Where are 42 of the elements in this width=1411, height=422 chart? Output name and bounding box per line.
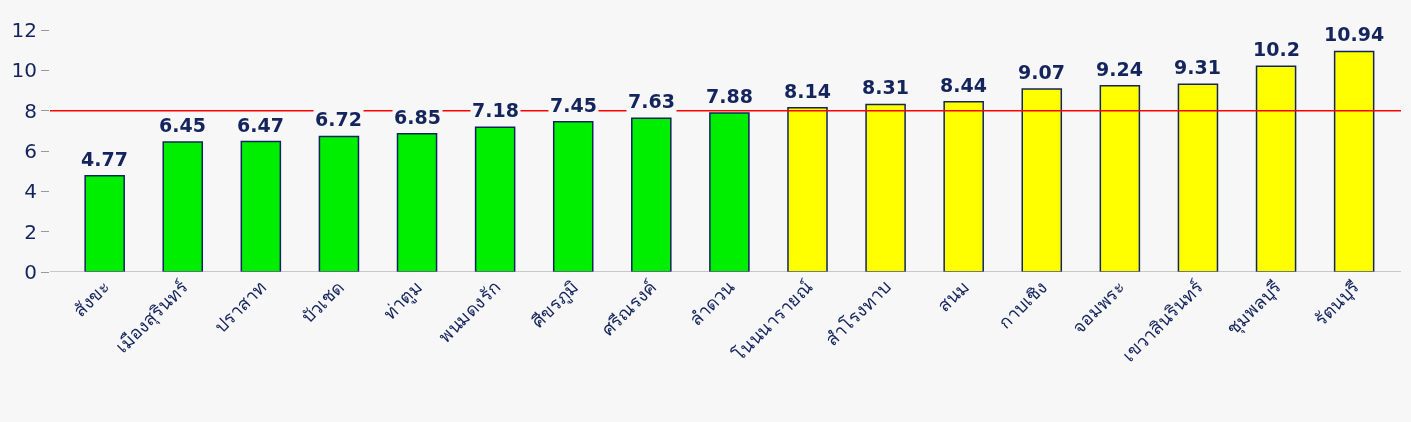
data-label: 6.47 xyxy=(237,114,284,136)
bar xyxy=(396,133,438,272)
data-label: 7.88 xyxy=(706,85,753,107)
bar xyxy=(943,101,984,272)
data-label: 8.44 xyxy=(940,74,987,96)
y-tick-label: 12 xyxy=(11,18,37,42)
data-label: 10.2 xyxy=(1253,38,1300,60)
bar xyxy=(474,126,516,272)
y-tick-label: 0 xyxy=(24,260,37,284)
data-label: 6.85 xyxy=(394,106,441,128)
data-label: 9.31 xyxy=(1174,56,1221,78)
bar xyxy=(162,141,204,272)
data-label: 7.45 xyxy=(550,94,597,116)
data-label: 9.07 xyxy=(1018,61,1065,83)
data-label: 7.63 xyxy=(628,90,675,112)
bar xyxy=(709,112,750,272)
y-tick-label: 2 xyxy=(24,219,37,244)
data-label: 10.94 xyxy=(1324,23,1385,45)
data-label: 4.77 xyxy=(81,148,128,170)
bar xyxy=(865,103,906,272)
data-label: 9.24 xyxy=(1096,58,1143,80)
data-label: 7.18 xyxy=(472,99,519,121)
bar xyxy=(1255,65,1297,272)
bar xyxy=(1177,83,1219,272)
data-label: 8.14 xyxy=(784,80,831,102)
bar xyxy=(787,107,828,272)
bar xyxy=(84,175,125,272)
bar xyxy=(631,117,672,272)
data-label: 6.72 xyxy=(315,108,362,130)
bar xyxy=(1099,84,1141,272)
bar xyxy=(240,140,282,272)
bar xyxy=(552,121,594,272)
y-tick-label: 8 xyxy=(24,98,37,123)
y-tick-label: 6 xyxy=(24,139,37,163)
data-label: 6.45 xyxy=(159,114,206,136)
x-tick-label: สนม xyxy=(933,276,973,316)
bar xyxy=(1333,50,1375,272)
y-tick-label: 10 xyxy=(11,58,37,83)
y-tick-label: 4 xyxy=(24,179,37,204)
data-label: 8.31 xyxy=(862,76,909,98)
bar xyxy=(1021,88,1063,272)
bar xyxy=(318,135,360,272)
